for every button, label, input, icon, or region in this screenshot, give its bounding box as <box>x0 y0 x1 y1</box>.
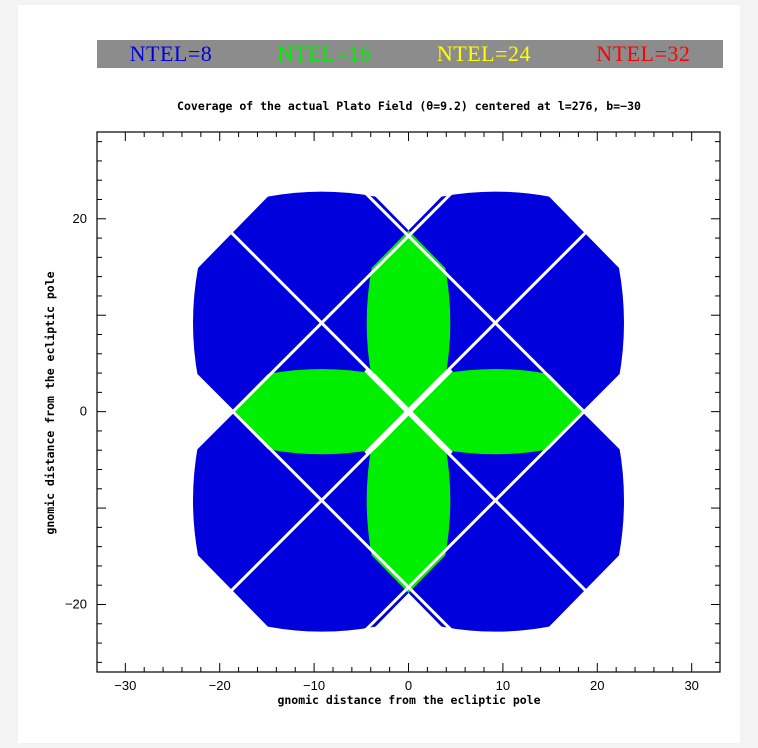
ccd-gap-line <box>364 369 627 632</box>
y-axis-title: gnomic distance from the ecliptic pole <box>43 271 57 534</box>
y-tick-label: 0 <box>80 404 87 419</box>
ccd-gaps <box>190 191 627 632</box>
legend-item-ntel-8: NTEL=8 <box>129 41 213 66</box>
x-axis-title: gnomic distance from the ecliptic pole <box>277 693 540 707</box>
x-tick-label: −10 <box>303 678 325 693</box>
x-tick-label: 0 <box>405 678 412 693</box>
legend: NTEL=8 NTEL=16 NTEL=24 NTEL=32 <box>97 40 723 68</box>
overlap-clip <box>366 191 451 455</box>
ccd-gap-line <box>190 191 453 454</box>
overlap-clip <box>366 191 451 455</box>
x-tick-label: 10 <box>496 678 510 693</box>
plot-axes: −30 −20 −10 0 10 20 30 −20 0 20 <box>65 131 721 693</box>
legend-item-ntel-16: NTEL=16 <box>277 41 372 66</box>
legend-item-ntel-32: NTEL=32 <box>596 41 691 66</box>
plot-title: Coverage of the actual Plato Field (θ=9.… <box>177 99 641 113</box>
coverage-layer-16 <box>193 191 624 632</box>
coverage-region-ntel-16 <box>366 191 451 455</box>
x-tick-label: −20 <box>209 678 231 693</box>
x-tick-label: −30 <box>114 678 136 693</box>
coverage-regions <box>190 191 627 632</box>
x-tick-label: 20 <box>590 678 604 693</box>
y-tick-label: 20 <box>73 211 87 226</box>
x-tick-label: 30 <box>684 678 698 693</box>
legend-item-ntel-24: NTEL=24 <box>436 41 531 66</box>
y-tick-label: −20 <box>65 597 87 612</box>
